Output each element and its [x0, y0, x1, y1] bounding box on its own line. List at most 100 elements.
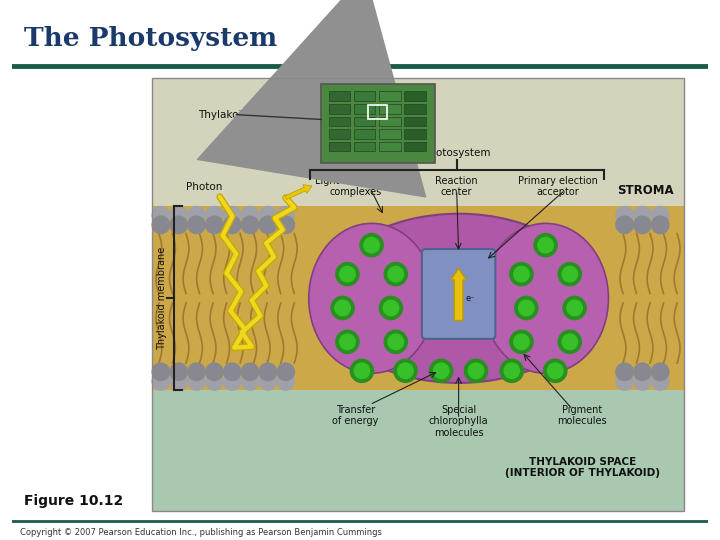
Bar: [405, 117, 426, 126]
Circle shape: [188, 206, 205, 224]
Circle shape: [468, 363, 484, 379]
Circle shape: [259, 363, 276, 381]
Text: Transfer
of energy: Transfer of energy: [332, 404, 378, 426]
Circle shape: [388, 266, 403, 282]
Circle shape: [241, 363, 258, 381]
Circle shape: [464, 359, 487, 382]
Ellipse shape: [309, 224, 434, 373]
Circle shape: [634, 373, 651, 390]
Circle shape: [510, 262, 533, 286]
Bar: [152, 78, 684, 511]
Circle shape: [562, 334, 577, 349]
Bar: [354, 117, 375, 126]
Circle shape: [563, 296, 586, 320]
Circle shape: [634, 363, 651, 381]
Circle shape: [188, 363, 205, 381]
Circle shape: [652, 363, 669, 381]
Circle shape: [513, 334, 529, 349]
Circle shape: [170, 216, 187, 233]
Bar: [405, 129, 426, 139]
Circle shape: [206, 373, 223, 390]
Text: Thylakoid: Thylakoid: [197, 110, 248, 120]
Circle shape: [170, 373, 187, 390]
Text: Figure 10.12: Figure 10.12: [24, 494, 123, 508]
Circle shape: [277, 373, 294, 390]
Circle shape: [277, 206, 294, 224]
Circle shape: [259, 216, 276, 233]
Circle shape: [152, 373, 169, 390]
Text: Special
chlorophylla
molecules: Special chlorophylla molecules: [429, 404, 488, 438]
Circle shape: [567, 300, 582, 316]
Circle shape: [379, 296, 402, 320]
Circle shape: [170, 363, 187, 381]
Circle shape: [170, 206, 187, 224]
Bar: [329, 129, 351, 139]
Circle shape: [547, 363, 563, 379]
Bar: [379, 91, 400, 101]
Bar: [152, 206, 684, 390]
Circle shape: [188, 373, 205, 390]
Circle shape: [383, 300, 399, 316]
Text: e⁻: e⁻: [465, 294, 475, 303]
Circle shape: [534, 233, 557, 256]
Bar: [379, 117, 400, 126]
Bar: [152, 78, 684, 206]
Bar: [354, 104, 375, 113]
Circle shape: [430, 359, 453, 382]
Bar: [354, 141, 375, 151]
Bar: [152, 390, 684, 511]
Text: STROMA: STROMA: [618, 184, 674, 197]
FancyArrow shape: [451, 268, 467, 321]
Circle shape: [558, 262, 581, 286]
Circle shape: [206, 206, 223, 224]
Circle shape: [384, 262, 408, 286]
Bar: [329, 104, 351, 113]
FancyArrow shape: [285, 185, 312, 200]
Circle shape: [277, 216, 294, 233]
Circle shape: [331, 296, 354, 320]
Bar: [379, 141, 400, 151]
Circle shape: [336, 262, 359, 286]
Circle shape: [241, 373, 258, 390]
Bar: [379, 104, 400, 113]
Text: Thylakoid membrane: Thylakoid membrane: [157, 247, 167, 350]
Circle shape: [394, 359, 417, 382]
Text: Primary election
acceptor: Primary election acceptor: [518, 176, 598, 197]
Text: Pigment
molecules: Pigment molecules: [557, 404, 607, 426]
Circle shape: [223, 363, 241, 381]
Circle shape: [351, 359, 374, 382]
Circle shape: [152, 216, 169, 233]
Bar: [354, 91, 375, 101]
Circle shape: [335, 300, 351, 316]
Circle shape: [515, 296, 538, 320]
Circle shape: [336, 330, 359, 353]
Circle shape: [241, 206, 258, 224]
Circle shape: [652, 206, 669, 224]
Circle shape: [544, 359, 567, 382]
Text: Reaction
center: Reaction center: [436, 176, 478, 197]
Text: THYLAKOID SPACE
(INTERIOR OF THYLAKOID): THYLAKOID SPACE (INTERIOR OF THYLAKOID): [505, 457, 660, 478]
Circle shape: [152, 363, 169, 381]
Circle shape: [397, 363, 413, 379]
Circle shape: [340, 334, 355, 349]
Circle shape: [206, 363, 223, 381]
Circle shape: [388, 334, 403, 349]
Circle shape: [513, 266, 529, 282]
Circle shape: [188, 216, 205, 233]
Circle shape: [510, 330, 533, 353]
Circle shape: [223, 206, 241, 224]
Bar: [368, 105, 387, 118]
FancyBboxPatch shape: [422, 249, 495, 339]
Circle shape: [360, 233, 383, 256]
Circle shape: [500, 359, 523, 382]
Circle shape: [616, 373, 634, 390]
Circle shape: [634, 216, 651, 233]
Bar: [405, 141, 426, 151]
Circle shape: [616, 206, 634, 224]
Bar: [329, 117, 351, 126]
Circle shape: [652, 216, 669, 233]
Text: Photosystem: Photosystem: [423, 148, 490, 158]
Circle shape: [433, 363, 449, 379]
Circle shape: [384, 330, 408, 353]
Bar: [329, 91, 351, 101]
